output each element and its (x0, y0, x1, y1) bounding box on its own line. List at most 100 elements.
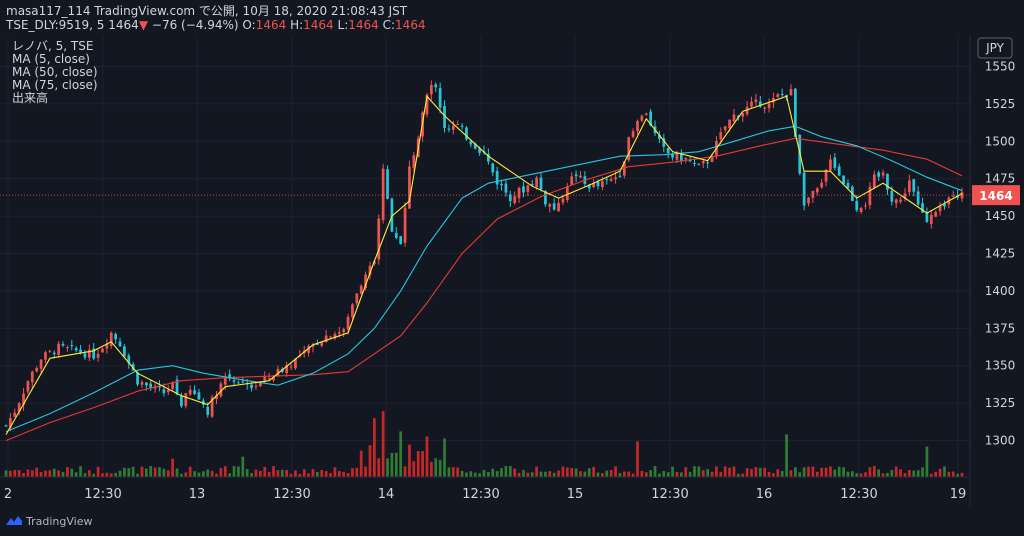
volume-bar (644, 472, 648, 477)
candle-body (149, 383, 153, 389)
candle-body (829, 159, 832, 171)
candle-body (219, 383, 223, 397)
volume-bar (552, 472, 556, 477)
candle-body (197, 392, 201, 400)
volume-bar (728, 467, 731, 477)
volume-bar (394, 452, 398, 477)
legend-volume[interactable]: 出来高 (12, 91, 49, 105)
candle-body (443, 106, 446, 128)
down-arrow-icon: ▼ (138, 18, 149, 32)
volume-bar (565, 467, 569, 477)
volume-bar (26, 469, 30, 477)
volume-bar (416, 451, 420, 477)
candle-body (22, 393, 25, 406)
low-label: L: (337, 18, 349, 32)
volume-bar (390, 452, 394, 477)
candle-body (171, 381, 175, 389)
candle-body (535, 177, 538, 188)
candle-body (802, 172, 806, 206)
y-tick-label: 1500 (985, 134, 1016, 148)
x-tick-label: 13 (189, 487, 206, 502)
candle-body (355, 293, 359, 304)
volume-bar (22, 472, 25, 477)
candle-body (13, 412, 17, 417)
candle-body (258, 381, 262, 387)
volume-bar (105, 472, 109, 477)
ma75-line (5, 137, 963, 442)
candle-body (180, 395, 183, 407)
y-tick-label: 1550 (985, 59, 1016, 73)
price-axis[interactable]: 1300 1325 1350 1375 1400 1425 1450 1475 1500 1525… (985, 59, 1016, 447)
tradingview-logo[interactable]: TradingView (6, 515, 92, 528)
y-tick-label: 1350 (985, 359, 1016, 373)
candle-body (846, 183, 850, 189)
candle-body (359, 285, 363, 295)
currency-badge[interactable]: JPY (977, 37, 1013, 59)
volume-bar (44, 470, 47, 477)
high-label: H: (290, 18, 304, 32)
candle-body (491, 163, 495, 173)
volume-bar (434, 458, 438, 477)
candle-body (434, 84, 438, 88)
candle-body (609, 179, 613, 181)
candle-body (890, 190, 894, 202)
volume-bar (943, 466, 946, 477)
volume-bar (662, 471, 666, 477)
volume-bar (298, 473, 302, 477)
candle-body (74, 347, 78, 351)
candle-body (188, 389, 192, 395)
candle-body (127, 355, 131, 364)
legend-ma75[interactable]: MA (75, close) (12, 78, 98, 92)
volume-bar (596, 472, 600, 477)
volume-bar (188, 466, 192, 477)
candle-body (61, 343, 65, 346)
volume-bar (79, 466, 82, 477)
candle-body (666, 148, 670, 154)
volume-bar (127, 468, 131, 477)
legend-ma50[interactable]: MA (50, close) (12, 65, 98, 79)
volume-bar (706, 469, 710, 477)
candle-body (960, 192, 964, 199)
x-tick-label: 2 (4, 487, 12, 502)
volume-bar (74, 472, 78, 477)
candle-body (377, 218, 381, 260)
volume-bar (412, 461, 416, 477)
volume-bar (307, 473, 310, 477)
candle-body (596, 181, 600, 187)
time-axis[interactable]: 2 12:30 13 12:30 14 12:30 15 12:30 16 12:30 19 (4, 487, 966, 502)
volume-bar (223, 466, 227, 477)
volume-bar (824, 467, 828, 477)
volume-bar (636, 441, 639, 477)
candle-body (79, 349, 82, 353)
candle-body (166, 389, 170, 393)
volume-bar (368, 445, 372, 477)
volume-bar (364, 466, 367, 477)
last-price-box (972, 185, 1020, 206)
volume-bar (4, 470, 8, 477)
candle-body (837, 166, 841, 176)
legend-ma5[interactable]: MA (5, close) (12, 52, 90, 66)
candle-body (815, 188, 819, 193)
volume-bar (495, 471, 499, 477)
price-chart[interactable]: 1300 1325 1350 1375 1400 1425 1450 1475 1500 1525… (0, 36, 1024, 506)
volume-bar (48, 470, 52, 477)
candle-body (640, 115, 644, 121)
candle-body (473, 143, 477, 149)
candle-body (605, 179, 609, 181)
candle-body (17, 403, 21, 412)
legend-symbol[interactable]: レノバ, 5, TSE (12, 39, 94, 53)
volume-bar (925, 446, 929, 477)
candle-body (162, 389, 166, 394)
candle-body (425, 94, 429, 115)
candle-body (105, 343, 109, 349)
volume-bar (855, 473, 859, 477)
candle-body (899, 199, 902, 202)
volume-bar (710, 471, 714, 477)
volume-bar (793, 467, 797, 477)
candle-body (868, 186, 872, 206)
candle-body (758, 101, 762, 107)
volume-bar (574, 468, 578, 477)
volume-bar (491, 468, 495, 477)
candle-body (57, 343, 60, 355)
candle-body (894, 199, 898, 204)
